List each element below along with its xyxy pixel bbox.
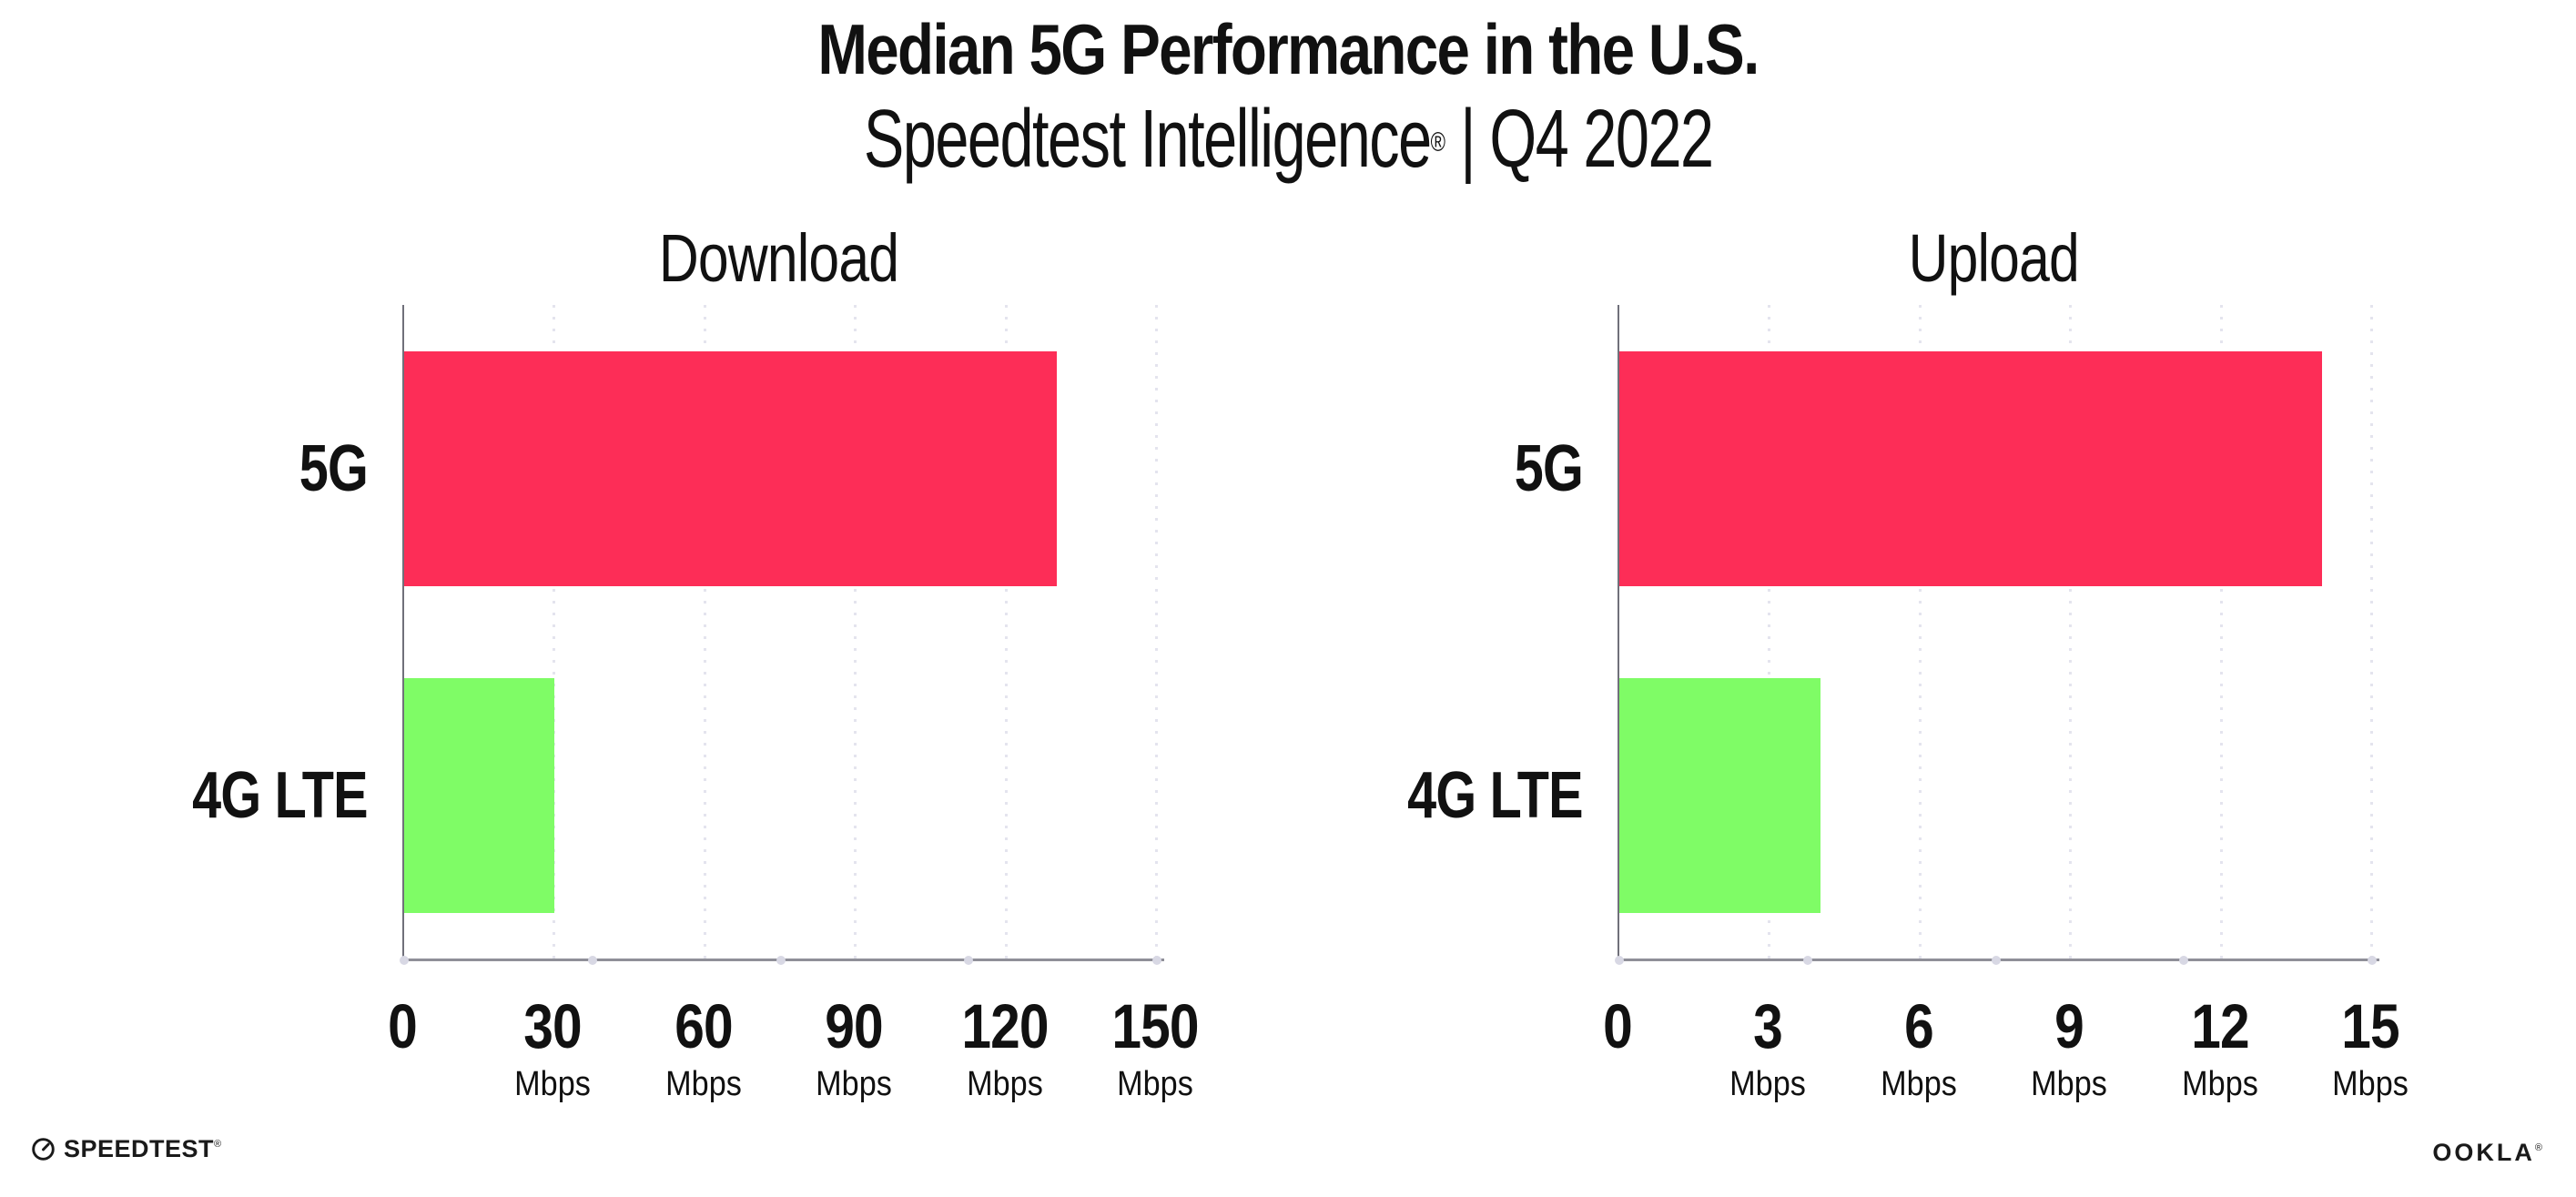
x-tick-12: 12 Mbps <box>2177 992 2262 1105</box>
x-tick-150: 150 Mbps <box>1104 992 1206 1105</box>
x-tick-120: 120 Mbps <box>954 992 1056 1105</box>
category-label-5g: 5G <box>1514 431 1584 505</box>
x-tick-value: 6 <box>1903 991 1934 1061</box>
download-plot-area <box>400 305 1164 965</box>
subtitle-brand: Speedtest Intelligence <box>863 94 1432 185</box>
x-tick-unit: Mbps <box>1729 1065 1807 1103</box>
x-tick-0: 0 <box>1600 992 1634 1061</box>
registered-mark-icon: ® <box>1430 127 1445 157</box>
x-tick-value: 12 <box>2190 991 2249 1061</box>
x-tick-value: 15 <box>2341 991 2399 1061</box>
gridline-15 <box>2370 305 2373 959</box>
x-tick-value: 90 <box>825 991 883 1061</box>
baseline-dot <box>1152 956 1161 965</box>
x-tick-unit: Mbps <box>2181 1065 2258 1103</box>
x-tick-value: 150 <box>1111 991 1199 1061</box>
baseline-dot <box>1615 956 1624 965</box>
x-tick-15: 15 Mbps <box>2328 992 2413 1105</box>
x-tick-unit: Mbps <box>1880 1065 1957 1103</box>
gridline-150 <box>1155 305 1158 959</box>
upload-x-axis-labels: 0 3 Mbps 6 Mbps 9 Mbps 12 Mbps 15 Mbps <box>1603 959 2409 1160</box>
category-label-4g-lte: 4G LTE <box>192 759 368 833</box>
upload-chart-title: Upload <box>1908 220 2080 296</box>
category-label-5g: 5G <box>299 431 369 505</box>
x-tick-value: 9 <box>2054 991 2084 1061</box>
gridline-60 <box>703 305 706 959</box>
x-tick-unit: Mbps <box>2332 1065 2409 1103</box>
baseline-dot <box>400 956 409 965</box>
bar-4g-lte-download <box>404 678 555 914</box>
subtitle-separator: | <box>1460 94 1476 185</box>
x-tick-0: 0 <box>385 992 419 1061</box>
baseline-dot <box>2179 956 2189 965</box>
x-tick-value: 30 <box>523 991 583 1061</box>
gridline-6 <box>1918 305 1922 959</box>
download-x-axis-labels: 0 30 Mbps 60 Mbps 90 Mbps 120 Mbps 150 Mbps <box>388 959 1199 1160</box>
bar-4g-lte-upload <box>1619 678 1820 914</box>
speedtest-registered-mark-icon: ® <box>214 1139 222 1150</box>
x-tick-value: 0 <box>388 991 418 1061</box>
gridline-12 <box>2219 305 2223 959</box>
x-tick-90: 90 Mbps <box>812 992 897 1105</box>
ookla-logo: OOKLA® <box>2432 1141 2545 1165</box>
subtitle-period: Q4 2022 <box>1489 94 1714 185</box>
speedtest-wordmark: SPEEDTEST® <box>64 1135 222 1162</box>
x-tick-unit: Mbps <box>664 1065 742 1103</box>
bar-5g-upload <box>1619 350 2322 586</box>
x-tick-value: 0 <box>1603 991 1633 1061</box>
baseline-dot <box>1802 956 1812 965</box>
baseline-dot <box>964 956 974 965</box>
x-tick-unit: Mbps <box>966 1065 1043 1103</box>
bar-5g-download <box>404 350 1057 586</box>
page-subtitle: Speedtest Intelligence® | Q4 2022 <box>0 87 2576 191</box>
gridline-90 <box>854 305 857 959</box>
ookla-registered-mark-icon: ® <box>2534 1142 2545 1153</box>
x-tick-value: 120 <box>960 991 1049 1061</box>
download-chart-title: Download <box>658 220 899 296</box>
x-tick-60: 60 Mbps <box>661 992 745 1105</box>
baseline-dot <box>2368 956 2377 965</box>
x-tick-unit: Mbps <box>514 1065 592 1103</box>
gridline-30 <box>553 305 556 959</box>
gridline-3 <box>1768 305 1771 959</box>
x-tick-value: 3 <box>1753 991 1783 1061</box>
x-tick-3: 3 Mbps <box>1726 992 1810 1105</box>
x-tick-30: 30 Mbps <box>511 992 595 1105</box>
x-tick-value: 60 <box>674 991 733 1061</box>
baseline-dot <box>587 956 597 965</box>
page-title-text: Median 5G Performance in the U.S. <box>817 9 1760 89</box>
x-tick-unit: Mbps <box>1117 1065 1193 1103</box>
speedtest-gauge-icon <box>32 1138 55 1161</box>
gridline-9 <box>2069 305 2073 959</box>
baseline-dot <box>1991 956 2001 965</box>
x-tick-6: 6 Mbps <box>1876 992 1961 1105</box>
upload-plot-area <box>1615 305 2379 965</box>
speedtest-logo: SPEEDTEST® <box>31 1137 222 1161</box>
page-title: Median 5G Performance in the U.S. <box>0 7 2576 91</box>
ookla-wordmark: OOKLA <box>2432 1139 2535 1166</box>
x-tick-unit: Mbps <box>2031 1065 2108 1103</box>
x-tick-9: 9 Mbps <box>2027 992 2112 1105</box>
x-tick-unit: Mbps <box>816 1065 893 1103</box>
gridline-120 <box>1004 305 1008 959</box>
category-label-4g-lte: 4G LTE <box>1407 759 1583 833</box>
baseline-dot <box>776 956 786 965</box>
